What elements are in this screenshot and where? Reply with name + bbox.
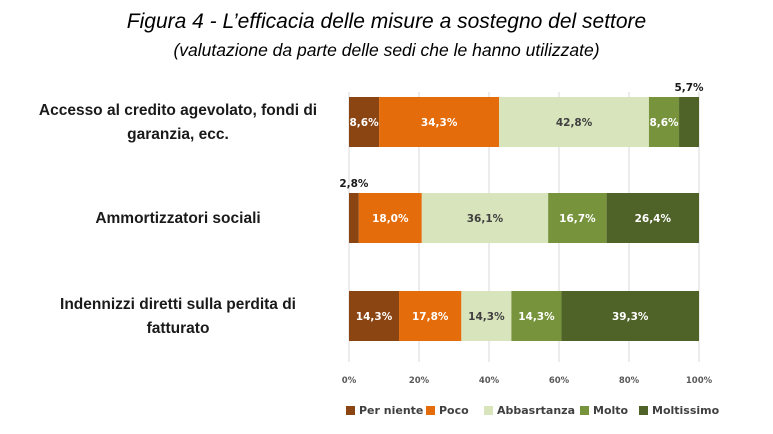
legend-entry: Moltissimo (652, 404, 720, 417)
chart-title: Figura 4 - L’efficacia delle misure a so… (126, 10, 647, 33)
x-tick-label: 0% (342, 376, 357, 386)
bar-segment-abbasrtanza (421, 193, 549, 243)
category-label: Indennizzi diretti sulla perdita di fattu… (60, 296, 296, 337)
bar-segment-molto (648, 97, 680, 147)
category-label: Ammortizzatori sociali (95, 210, 260, 227)
bar-segment-per-niente (349, 291, 400, 341)
x-tick-label: 60% (549, 376, 570, 386)
bar-segment-molto (548, 193, 607, 243)
legend-swatch (346, 406, 355, 415)
data-label: 2,8% (339, 178, 369, 190)
data-label: 8,6% (349, 117, 379, 129)
data-label: 34,3% (421, 117, 458, 129)
data-label: 16,7% (559, 213, 596, 225)
data-label: 18,0% (372, 213, 409, 225)
legend-entry: Abbasrtanza (497, 404, 575, 417)
data-label: 17,8% (412, 311, 449, 323)
bar-segment-moltissimo (561, 291, 699, 341)
data-label: 14,3% (518, 311, 555, 323)
legend-swatch (639, 406, 648, 415)
x-tick-label: 100% (686, 376, 713, 386)
bar-segment-abbasrtanza (461, 291, 512, 341)
x-tick-label: 20% (409, 376, 430, 386)
legend-entry: Molto (593, 404, 629, 417)
legend-swatch (484, 406, 493, 415)
data-label: 36,1% (467, 213, 504, 225)
bar-segment-abbasrtanza (499, 97, 649, 147)
bar-segment-molto (511, 291, 562, 341)
data-label: 14,3% (356, 311, 393, 323)
bar-segment-moltissimo (606, 193, 699, 243)
bar-segment-poco (399, 291, 462, 341)
data-label: 26,4% (635, 213, 672, 225)
data-label: 42,8% (556, 117, 593, 129)
bar-segment-per-niente (349, 97, 380, 147)
bar-segment-poco (358, 193, 422, 243)
legend-entry: Per niente (359, 404, 423, 417)
data-label: 5,7% (674, 82, 704, 94)
data-label: 8,6% (649, 117, 679, 129)
data-label: 14,3% (468, 311, 505, 323)
x-tick-label: 80% (619, 376, 640, 386)
legend-swatch (426, 406, 435, 415)
bar-segment-moltissimo (679, 97, 699, 147)
bar-segment-poco (379, 97, 500, 147)
data-label: 39,3% (612, 311, 649, 323)
chart-subtitle: (valutazione da parte delle sedi che le … (173, 40, 600, 60)
x-tick-label: 40% (479, 376, 500, 386)
legend-entry: Poco (439, 404, 469, 417)
bar-segment-per-niente (349, 193, 359, 243)
legend-swatch (580, 406, 589, 415)
category-label: Accesso al credito agevolato, fondi di ga… (39, 102, 317, 143)
